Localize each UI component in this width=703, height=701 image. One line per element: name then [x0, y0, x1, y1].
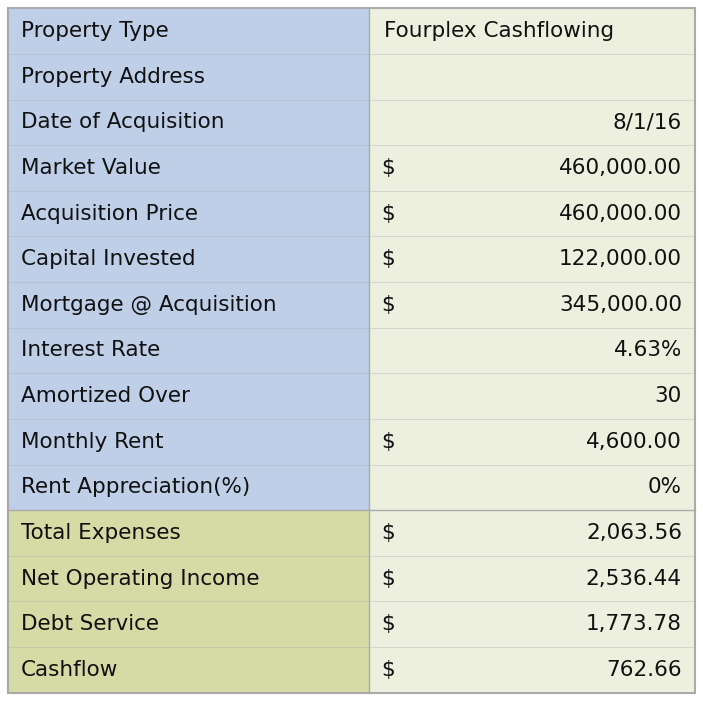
Text: Monthly Rent: Monthly Rent — [21, 432, 164, 451]
Text: 4.63%: 4.63% — [614, 341, 682, 360]
Bar — [8, 556, 368, 601]
Bar — [368, 647, 695, 693]
Text: $: $ — [381, 660, 395, 680]
Bar — [368, 191, 695, 236]
Bar — [368, 236, 695, 282]
Bar — [8, 236, 368, 282]
Text: Amortized Over: Amortized Over — [21, 386, 190, 406]
Bar — [8, 601, 368, 647]
Bar — [368, 510, 695, 556]
Bar — [368, 8, 695, 54]
Bar — [8, 54, 368, 100]
Bar — [8, 327, 368, 374]
Text: Total Expenses: Total Expenses — [21, 523, 181, 543]
Text: $: $ — [381, 204, 395, 224]
Text: 4,600.00: 4,600.00 — [586, 432, 682, 451]
Text: Interest Rate: Interest Rate — [21, 341, 160, 360]
Text: 460,000.00: 460,000.00 — [559, 158, 682, 178]
Bar — [8, 282, 368, 327]
Text: $: $ — [381, 158, 395, 178]
Text: $: $ — [381, 569, 395, 589]
Text: 460,000.00: 460,000.00 — [559, 204, 682, 224]
Text: Market Value: Market Value — [21, 158, 161, 178]
Text: $: $ — [381, 432, 395, 451]
Bar — [8, 100, 368, 145]
Text: Net Operating Income: Net Operating Income — [21, 569, 259, 589]
Text: Fourplex Cashflowing: Fourplex Cashflowing — [384, 21, 614, 41]
Text: Cashflow: Cashflow — [21, 660, 119, 680]
Bar — [368, 419, 695, 465]
Text: $: $ — [381, 614, 395, 634]
Text: 122,000.00: 122,000.00 — [559, 250, 682, 269]
Text: Capital Invested: Capital Invested — [21, 250, 195, 269]
Text: Debt Service: Debt Service — [21, 614, 159, 634]
Bar — [368, 282, 695, 327]
Bar — [368, 327, 695, 374]
Text: Date of Acquisition: Date of Acquisition — [21, 112, 224, 132]
Bar — [8, 8, 368, 54]
Text: 762.66: 762.66 — [606, 660, 682, 680]
Text: $: $ — [381, 523, 395, 543]
Bar — [8, 465, 368, 510]
Bar — [8, 374, 368, 419]
Text: $: $ — [381, 295, 395, 315]
Text: 1,773.78: 1,773.78 — [586, 614, 682, 634]
Bar — [368, 54, 695, 100]
Bar — [368, 556, 695, 601]
Text: $: $ — [381, 250, 395, 269]
Bar — [368, 100, 695, 145]
Text: Mortgage @ Acquisition: Mortgage @ Acquisition — [21, 295, 277, 315]
Bar — [8, 145, 368, 191]
Text: 2,536.44: 2,536.44 — [586, 569, 682, 589]
Bar — [368, 601, 695, 647]
Bar — [368, 465, 695, 510]
Text: Acquisition Price: Acquisition Price — [21, 204, 198, 224]
Text: 0%: 0% — [648, 477, 682, 497]
Text: 8/1/16: 8/1/16 — [612, 112, 682, 132]
Text: 30: 30 — [654, 386, 682, 406]
Text: Property Address: Property Address — [21, 67, 205, 87]
Text: 2,063.56: 2,063.56 — [586, 523, 682, 543]
Bar — [8, 419, 368, 465]
Bar — [368, 374, 695, 419]
Text: Property Type: Property Type — [21, 21, 169, 41]
Bar — [8, 191, 368, 236]
Bar — [8, 647, 368, 693]
Bar — [368, 145, 695, 191]
Bar — [8, 510, 368, 556]
Text: Rent Appreciation(%): Rent Appreciation(%) — [21, 477, 250, 497]
Text: 345,000.00: 345,000.00 — [559, 295, 682, 315]
